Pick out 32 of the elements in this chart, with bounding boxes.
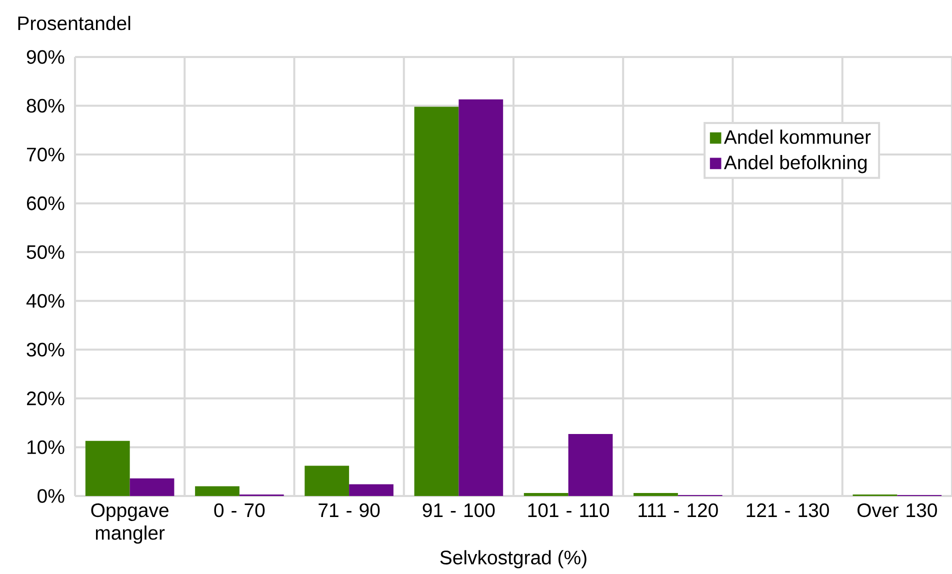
y-tick-label: 50% bbox=[26, 245, 64, 259]
y-tick-label: 80% bbox=[26, 98, 64, 113]
x-tick-label: 0 - 70 bbox=[214, 503, 265, 518]
y-tick-label: 90% bbox=[26, 50, 64, 64]
bar bbox=[195, 486, 240, 496]
bar bbox=[130, 478, 174, 496]
legend-label: Andel kommuner bbox=[724, 130, 871, 144]
y-tick-label: 70% bbox=[27, 148, 64, 162]
bar bbox=[634, 493, 678, 496]
bar bbox=[349, 484, 394, 496]
y-tick-label: 10% bbox=[27, 440, 64, 454]
y-tick-label: 60% bbox=[26, 196, 64, 210]
bar bbox=[414, 106, 459, 496]
y-tick-label: 20% bbox=[26, 392, 64, 406]
legend-label: Andel befolkning bbox=[724, 155, 867, 174]
y-tick-label: 30% bbox=[26, 342, 64, 357]
x-tick-label: 71 - 90 bbox=[318, 503, 380, 518]
bar bbox=[568, 434, 613, 496]
x-tick-label: 101 - 110 bbox=[528, 503, 610, 518]
x-tick-label: Over 130 bbox=[858, 503, 937, 518]
x-tick-label: Oppgave mangler bbox=[91, 503, 168, 544]
x-axis-title: Selvkostgrad (%) bbox=[440, 550, 586, 568]
x-tick-label: 121 - 130 bbox=[746, 503, 829, 518]
x-tick-label: 111 - 120 bbox=[638, 503, 718, 518]
y-axis-title: Prosentandel bbox=[18, 16, 130, 30]
x-tick-label: 91 - 100 bbox=[422, 503, 495, 518]
bar bbox=[524, 493, 568, 496]
bar bbox=[304, 466, 350, 496]
bar bbox=[85, 440, 130, 496]
y-tick-label: 0% bbox=[38, 489, 64, 503]
bar bbox=[458, 99, 504, 496]
y-tick-label: 40% bbox=[26, 294, 64, 308]
